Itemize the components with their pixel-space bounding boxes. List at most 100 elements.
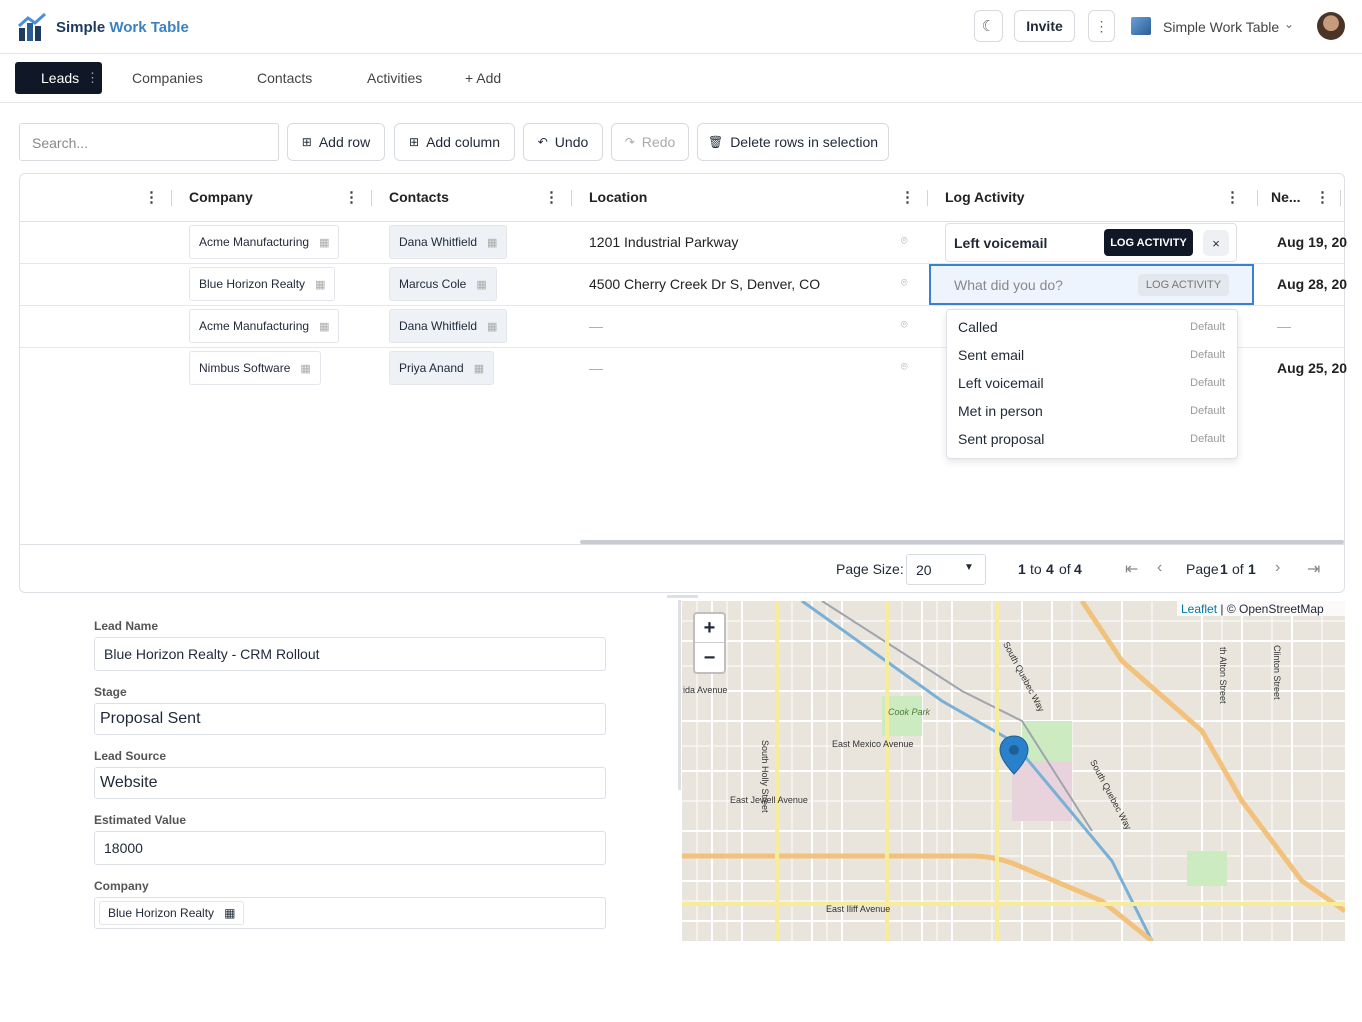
field-input[interactable]: Blue Horizon Realty - CRM Rollout — [94, 637, 606, 671]
field-input[interactable]: Proposal Sent — [94, 703, 606, 735]
column-separator — [171, 190, 172, 206]
link-icon: ▦ — [319, 236, 330, 249]
field-label: Stage — [94, 685, 127, 699]
page-nav[interactable]: › — [1275, 559, 1281, 576]
contact-chip-text: Dana Whitfield — [399, 235, 478, 249]
option-label[interactable]: Sent proposal — [958, 431, 1045, 447]
clear-button[interactable]: × — [1203, 230, 1229, 256]
page-nav[interactable]: ⇥ — [1307, 561, 1321, 578]
link-icon: ▦ — [476, 278, 487, 291]
tab[interactable]: Companies — [132, 70, 203, 86]
column-menu[interactable]: ⋮ — [344, 189, 359, 206]
contact-chip[interactable]: Marcus Cole ▦ — [389, 267, 497, 301]
page-nav[interactable]: ‹ — [1157, 559, 1163, 576]
field-input[interactable]: Website — [94, 767, 606, 799]
option-label[interactable]: Left voicemail — [958, 375, 1044, 391]
map[interactable] — [682, 601, 1345, 941]
contact-chip-text: Priya Anand — [399, 361, 464, 375]
toolbar-button[interactable]: ⊞ Add row — [287, 123, 385, 161]
company-chip[interactable]: Acme Manufacturing ▦ — [189, 309, 340, 343]
column-menu[interactable]: ⋮ — [900, 189, 915, 206]
option-tag: Default — [1190, 321, 1225, 333]
log-activity-button[interactable]: LOG ACTIVITY — [1104, 229, 1193, 256]
field-label: Company — [94, 879, 149, 893]
company-chip[interactable]: Blue Horizon Realty ▦ — [189, 267, 336, 301]
row-divider — [20, 305, 1344, 306]
option-label[interactable]: Sent email — [958, 347, 1025, 363]
map-pin[interactable]: ⌾ — [901, 361, 908, 373]
column-menu[interactable]: ⋮ — [1225, 189, 1240, 206]
leaflet-link[interactable]: Leaflet — [1181, 602, 1218, 616]
column-separator — [927, 190, 928, 206]
link-icon: ▦ — [487, 320, 498, 333]
toolbar-button[interactable]: ↶ Undo — [523, 123, 603, 161]
avatar[interactable] — [1317, 12, 1345, 40]
button-label: Undo — [554, 134, 589, 150]
input-log-button[interactable]: LOG ACTIVITY — [1138, 274, 1229, 296]
tab[interactable]: + Add — [465, 70, 502, 86]
zoom-out[interactable]: − — [703, 646, 716, 669]
tab[interactable]: Leads — [41, 70, 80, 86]
map-label: th Alton Street — [1218, 647, 1228, 704]
button-icon: 🗑 — [707, 135, 724, 149]
attribution: Leaflet | © OpenStreetMap — [1177, 601, 1345, 616]
column-separator — [1257, 190, 1258, 206]
column-menu[interactable]: ⋮ — [144, 189, 159, 206]
link-icon: ▦ — [315, 278, 326, 291]
page-size-label: Page Size: — [836, 561, 904, 577]
column-header: Ne... — [1271, 189, 1301, 205]
toolbar-button[interactable]: ⊞ Add column — [394, 123, 515, 161]
column-menu[interactable]: ⋮ — [1315, 189, 1330, 206]
splitter-handle[interactable] — [667, 595, 698, 598]
company-chip[interactable]: Blue Horizon Realty ▦ — [99, 901, 245, 925]
zoom-in[interactable]: + — [695, 614, 724, 643]
contact-chip[interactable]: Dana Whitfield ▦ — [389, 225, 508, 259]
header-border — [0, 53, 1362, 54]
tab[interactable]: Activities — [367, 70, 423, 86]
company-chip[interactable]: Acme Manufacturing ▦ — [189, 225, 340, 259]
contact-chip[interactable]: Priya Anand ▦ — [389, 351, 495, 385]
horizontal-scrollbar[interactable] — [580, 540, 1344, 544]
workspace-name[interactable]: Simple Work Table — [1163, 19, 1280, 35]
column-header: Log Activity — [945, 189, 1025, 205]
page-of-word: of — [1232, 561, 1244, 577]
search-input[interactable]: Search... — [19, 123, 279, 161]
page-size-select[interactable]: 20 ▼ — [906, 554, 986, 585]
workspace-chevron[interactable]: ⌄ — [1284, 17, 1295, 31]
range-to: 4 — [1046, 561, 1054, 577]
field-label: Lead Source — [94, 749, 167, 763]
field-input[interactable]: Blue Horizon Realty ▦ — [94, 897, 606, 929]
map-pin[interactable]: ⌾ — [901, 235, 908, 247]
option-tag: Default — [1190, 377, 1225, 389]
table-frame — [19, 173, 1345, 593]
contact-chip-text: Dana Whitfield — [399, 319, 478, 333]
page-nav[interactable]: ⇤ — [1125, 561, 1139, 578]
map-pin[interactable]: ⌾ — [901, 319, 908, 331]
field-input[interactable]: 18000 — [94, 831, 606, 865]
range-of-word: of — [1059, 561, 1071, 577]
toolbar-button[interactable]: ↷ Redo — [611, 123, 689, 161]
option-label[interactable]: Called — [958, 319, 998, 335]
menu-button[interactable]: ⋮ — [1088, 10, 1115, 42]
invite-button[interactable]: Invite — [1014, 10, 1075, 42]
location-cell: 1201 Industrial Parkway — [589, 234, 739, 250]
tab-menu[interactable]: ⋮ — [86, 70, 99, 85]
map-pin[interactable]: ⌾ — [901, 277, 908, 289]
tabs-border — [0, 102, 1362, 103]
company-chip[interactable]: Nimbus Software ▦ — [189, 351, 321, 385]
toolbar-button[interactable]: 🗑 Delete rows in selection — [697, 123, 889, 161]
next-cell: — — [1277, 318, 1291, 334]
page-page-word: Page — [1186, 561, 1219, 577]
tab[interactable]: Contacts — [257, 70, 313, 86]
app-name-end: Work Table — [109, 19, 189, 36]
osm-attribution[interactable]: | © OpenStreetMap — [1220, 602, 1324, 616]
theme-toggle[interactable]: ☾ — [974, 10, 1003, 42]
page-pages: 1 — [1248, 561, 1256, 577]
field-label: Estimated Value — [94, 813, 187, 827]
row-divider — [20, 347, 1344, 348]
column-separator — [571, 190, 572, 206]
contact-chip[interactable]: Dana Whitfield ▦ — [389, 309, 508, 343]
column-menu[interactable]: ⋮ — [544, 189, 559, 206]
option-label[interactable]: Met in person — [958, 403, 1043, 419]
